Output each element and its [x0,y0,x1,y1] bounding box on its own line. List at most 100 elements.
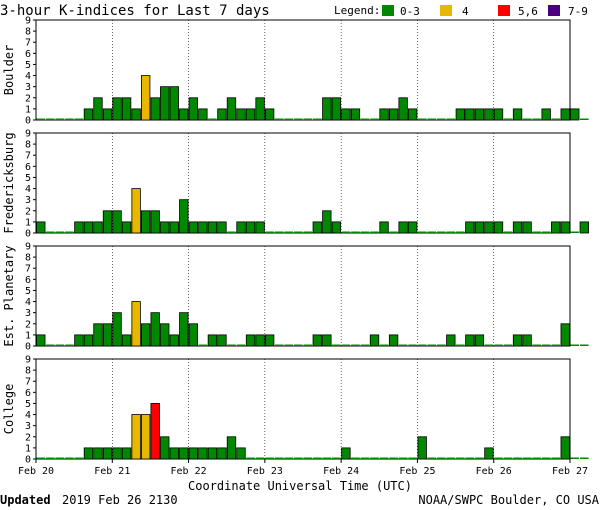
y-tick-label: 2 [25,206,31,217]
k-bar [456,344,465,346]
y-tick-label: 1 [25,443,31,454]
k-bar [150,403,160,460]
k-bar [169,86,179,121]
k-bar [131,108,141,121]
k-bar [331,221,342,234]
k-bar [46,118,55,120]
k-bar [284,344,293,346]
k-bar [227,231,236,233]
x-axis-label: Coordinate Universal Time (UTC) [188,479,412,493]
k-bar [55,344,65,346]
k-bar [93,97,103,121]
k-bar [370,118,379,120]
legend-swatch-5-6 [498,5,510,16]
k-bar [207,334,218,347]
y-tick-label: 9 [25,355,31,366]
k-bar [522,334,532,347]
k-bar [313,118,322,120]
y-tick-label: 0 [25,116,31,127]
k-bar [560,108,570,121]
k-bar [351,231,360,233]
k-bar [150,97,160,121]
k-bar [503,344,513,346]
k-bar [303,457,313,459]
k-bar [312,221,322,234]
y-tick-label: 8 [25,253,31,264]
k-bar [112,97,122,121]
k-bar [360,231,370,233]
k-bar [446,231,456,233]
k-bar [150,210,160,234]
k-bar [188,323,199,347]
panel-frame [35,245,571,347]
k-bar [255,457,265,459]
legend-label: Legend: [334,4,380,17]
x-tick-label: Feb 20 [18,466,54,477]
k-bar [140,210,151,234]
k-bar [580,344,589,346]
panels: 0123456789Boulder0123456789Fredericksbur… [2,16,589,466]
k-bar [65,344,74,346]
k-bar [65,231,74,233]
k-bar [264,108,275,121]
k-bar [389,231,398,233]
y-tick-label: 8 [25,366,31,377]
k-bar [188,447,199,460]
k-bar [427,118,436,120]
k-bar [83,221,94,234]
x-tick-label: Feb 26 [476,466,512,477]
k-bar [475,457,484,459]
k-bar [379,457,389,459]
k-bar [102,210,113,234]
k-bar [102,108,113,121]
k-bar [560,436,570,460]
k-bar [121,334,132,347]
k-bar [370,231,379,233]
k-bar [150,312,160,347]
y-tick-label: 6 [25,49,31,60]
y-tick-label: 6 [25,275,31,286]
k-bar [437,231,446,233]
k-bar [245,334,256,347]
y-tick-label: 4 [25,71,31,82]
k-bar [341,447,351,460]
k-bar [293,457,303,459]
k-bar [427,231,436,233]
k-bar [65,457,74,459]
y-tick-label: 6 [25,162,31,173]
legend: 0-3 4 5,6 7-9 [382,5,588,18]
k-bar [55,231,65,233]
k-bar [570,108,580,121]
k-bar [236,344,246,346]
updated-label: Updated [0,493,51,507]
k-bar [541,108,551,121]
k-bar [465,221,475,234]
k-bar [465,457,475,459]
k-bar [512,108,523,121]
y-tick-label: 7 [25,38,31,49]
k-bar [541,457,551,459]
k-bar [360,118,370,120]
y-tick-label: 4 [25,184,31,195]
k-bar [46,457,55,459]
k-bar [274,118,284,120]
k-bar [360,457,370,459]
k-bar [83,447,94,460]
x-tick-label: Feb 27 [552,466,588,477]
k-bar [532,344,541,346]
k-bar [169,334,179,347]
k-bar [274,457,284,459]
k-bar [131,301,141,347]
k-bar [351,457,360,459]
k-bar [446,334,456,347]
y-tick-label: 5 [25,173,31,184]
k-bar [560,221,570,234]
k-bar [407,221,418,234]
k-bar [350,108,361,121]
legend-swatch-7-9 [548,5,560,16]
k-bar [245,108,256,121]
k-bar [407,108,418,121]
k-bar [379,108,389,121]
legend-item-0-3: 0-3 [400,5,420,18]
y-tick-label: 1 [25,330,31,341]
